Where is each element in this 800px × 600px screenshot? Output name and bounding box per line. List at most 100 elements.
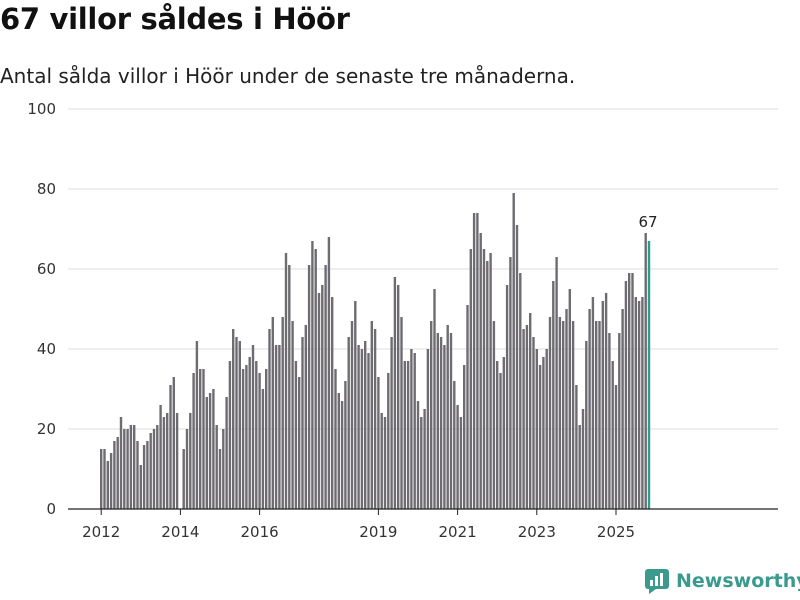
bar — [311, 241, 314, 509]
bar — [476, 213, 479, 509]
bar — [446, 325, 449, 509]
bar — [215, 425, 218, 509]
bar — [166, 413, 169, 509]
bar — [383, 417, 387, 509]
newsworthy-logo-icon — [645, 569, 669, 594]
bar — [571, 321, 575, 509]
bar — [331, 297, 334, 509]
bar — [496, 361, 499, 509]
bar — [129, 425, 133, 509]
bar — [463, 365, 466, 509]
bar — [614, 385, 618, 509]
bar — [281, 317, 284, 509]
bar — [397, 285, 400, 509]
bar — [436, 333, 439, 509]
bar — [499, 373, 502, 509]
bar — [604, 293, 608, 509]
bar — [100, 449, 103, 509]
bar — [581, 409, 585, 509]
bar — [324, 265, 327, 509]
bar — [354, 301, 357, 509]
bar — [482, 249, 486, 509]
bar — [525, 325, 529, 509]
bar — [261, 389, 265, 509]
bar — [637, 301, 641, 509]
bar — [109, 453, 113, 509]
bar — [202, 369, 205, 509]
bar — [149, 433, 152, 509]
bar — [608, 333, 611, 509]
y-tick-label: 80 — [37, 180, 56, 198]
bar — [486, 261, 489, 509]
bar — [529, 313, 532, 509]
bar — [357, 345, 360, 509]
bar — [585, 341, 588, 509]
bar — [169, 385, 172, 509]
bar — [268, 329, 271, 509]
bar — [185, 429, 189, 509]
bar — [634, 297, 637, 509]
bar — [505, 285, 509, 509]
bar — [116, 437, 119, 509]
bar — [222, 429, 225, 509]
bar — [387, 373, 390, 509]
bar — [142, 445, 146, 509]
bar — [294, 361, 298, 509]
bar — [502, 357, 505, 509]
bar — [248, 357, 251, 509]
bar — [562, 321, 565, 509]
bar — [195, 341, 199, 509]
bar — [373, 329, 377, 509]
bar — [288, 265, 291, 509]
bar — [146, 441, 149, 509]
bar — [199, 369, 202, 509]
bar — [426, 349, 430, 509]
bar — [133, 425, 136, 509]
bar — [519, 273, 522, 509]
bar — [340, 401, 344, 509]
bar — [565, 309, 568, 509]
x-tick-label: 2019 — [359, 523, 397, 541]
bar — [123, 429, 126, 509]
bar — [509, 257, 512, 509]
bar — [367, 353, 370, 509]
bar — [535, 349, 538, 509]
bar — [360, 349, 364, 509]
bar — [175, 413, 179, 509]
y-tick-label: 0 — [46, 500, 56, 518]
bar — [456, 405, 459, 509]
y-tick-label: 40 — [37, 340, 56, 358]
bar — [538, 365, 542, 509]
chart-title: 67 villor såldes i Höör — [0, 2, 350, 36]
bar — [126, 429, 129, 509]
bars — [100, 193, 651, 509]
bar — [542, 357, 545, 509]
bar — [304, 325, 307, 509]
bar — [364, 341, 367, 509]
bar — [284, 253, 288, 509]
bar — [208, 393, 212, 509]
newsworthy-logo: Newsworthy — [644, 568, 800, 594]
bar — [416, 401, 420, 509]
bar — [189, 413, 192, 509]
bar — [307, 265, 311, 509]
bar — [433, 289, 436, 509]
x-tick-label: 2014 — [161, 523, 199, 541]
bar — [489, 253, 492, 509]
bar — [522, 329, 525, 509]
y-tick-label: 60 — [37, 260, 56, 278]
x-tick-label: 2021 — [439, 523, 477, 541]
bar — [479, 233, 482, 509]
bar — [370, 321, 373, 509]
bar — [545, 349, 548, 509]
bar — [278, 345, 281, 509]
bar — [258, 373, 261, 509]
bar — [552, 281, 555, 509]
bar — [400, 317, 403, 509]
bar — [558, 317, 562, 509]
bar — [578, 425, 581, 509]
y-tick-label: 100 — [27, 100, 56, 118]
bar — [588, 309, 591, 509]
bar — [317, 293, 321, 509]
